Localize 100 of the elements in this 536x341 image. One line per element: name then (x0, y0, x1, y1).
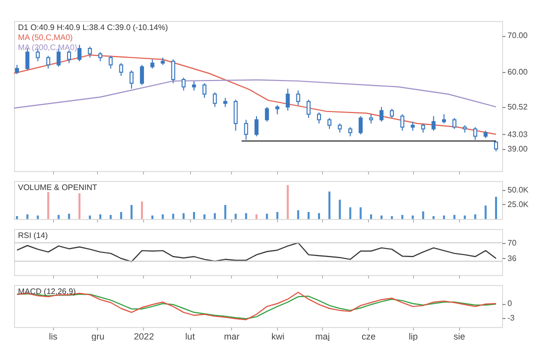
bar (140, 201, 143, 219)
bar (484, 206, 487, 219)
candlestick (244, 119, 248, 140)
y-tick-label: 36 (508, 254, 517, 263)
y-tick-label: 25.0K (508, 200, 530, 209)
bar (172, 214, 174, 219)
candlestick (88, 46, 92, 58)
x-tick-label: kwi (271, 332, 284, 341)
candlestick (348, 126, 352, 137)
candlestick (400, 114, 404, 132)
candlestick (286, 88, 290, 112)
bar (214, 213, 216, 219)
y-tick-label: 43.03 (508, 130, 528, 139)
bar (88, 215, 91, 219)
chart-title: VOLUME & OPENINT (18, 183, 98, 192)
candlestick (452, 117, 456, 130)
bar (412, 215, 414, 219)
bar (442, 215, 445, 219)
bar (224, 204, 226, 219)
x-tick-label: gru (91, 332, 104, 341)
candlestick (14, 64, 19, 75)
candlestick (223, 97, 228, 108)
bar (464, 215, 466, 219)
bar (36, 215, 39, 219)
x-tick-label: lis (48, 332, 58, 341)
bar (453, 214, 456, 219)
bar (349, 207, 352, 219)
text: MA (50,C,MA0) (18, 33, 74, 42)
x-tick-label: sie (454, 332, 466, 341)
bar (432, 216, 435, 219)
y-tick-label: 70 (508, 238, 517, 248)
bar (390, 216, 393, 219)
bar (338, 200, 341, 219)
candlestick (182, 77, 186, 92)
bar (99, 214, 102, 219)
bar (120, 212, 122, 219)
bar (130, 204, 133, 219)
candlestick (358, 116, 363, 135)
y-tick-label: 70.00 (508, 31, 528, 40)
bar (78, 193, 80, 219)
bar (401, 214, 404, 219)
bar (422, 211, 424, 219)
bar (68, 214, 70, 219)
candlestick (338, 122, 342, 134)
x-tick-label: 2022 (134, 332, 154, 341)
candlestick (275, 104, 280, 115)
text: MA (200,C,MA0) (18, 43, 78, 52)
bar (495, 196, 498, 219)
candlestick (98, 52, 102, 62)
x-tick-label: lip (408, 332, 418, 341)
candlestick (108, 55, 113, 70)
line-series (16, 242, 497, 262)
candlestick (306, 99, 311, 118)
bar (182, 213, 185, 219)
bar (276, 212, 278, 219)
bar (328, 192, 330, 219)
bar (318, 213, 320, 219)
candlestick (234, 99, 238, 132)
bar (380, 215, 382, 219)
bar (370, 214, 372, 219)
bar (297, 210, 300, 219)
candlestick (46, 55, 50, 70)
y-tick-label: -3 (508, 314, 516, 323)
bar (110, 214, 112, 219)
bar (58, 214, 60, 219)
candlestick (421, 122, 426, 134)
candlestick (432, 116, 436, 132)
bar (203, 214, 206, 219)
x-tick-label: mar (224, 332, 240, 341)
bar (308, 212, 310, 219)
y-tick-label: 50.0K (508, 185, 530, 194)
candlestick (410, 121, 415, 132)
candlestick (327, 117, 332, 130)
bar (151, 215, 154, 219)
bar (162, 214, 164, 219)
bar (266, 214, 268, 219)
candlestick (140, 64, 144, 86)
bar (474, 214, 476, 219)
candlestick (379, 106, 384, 122)
x-tick-label: cze (362, 332, 376, 341)
bar (256, 214, 258, 219)
candlestick (212, 92, 217, 108)
bar (245, 213, 248, 219)
y-tick-label: 0 (508, 299, 512, 308)
bar (234, 214, 237, 219)
y-tick-label: 39.00 (508, 144, 528, 154)
bar (26, 214, 28, 219)
candlestick (254, 116, 259, 137)
x-tick-label: lut (185, 332, 196, 341)
bar (16, 216, 18, 219)
candlestick (171, 58, 176, 84)
y-tick-label: 50.52 (508, 102, 528, 112)
candlestick (296, 90, 300, 106)
bar (360, 207, 362, 219)
candlestick (264, 106, 269, 122)
candlestick (390, 108, 394, 118)
candlestick (369, 114, 374, 124)
x-tick-label: maj (315, 332, 330, 341)
candlestick (202, 82, 206, 98)
candlestick (494, 142, 498, 152)
